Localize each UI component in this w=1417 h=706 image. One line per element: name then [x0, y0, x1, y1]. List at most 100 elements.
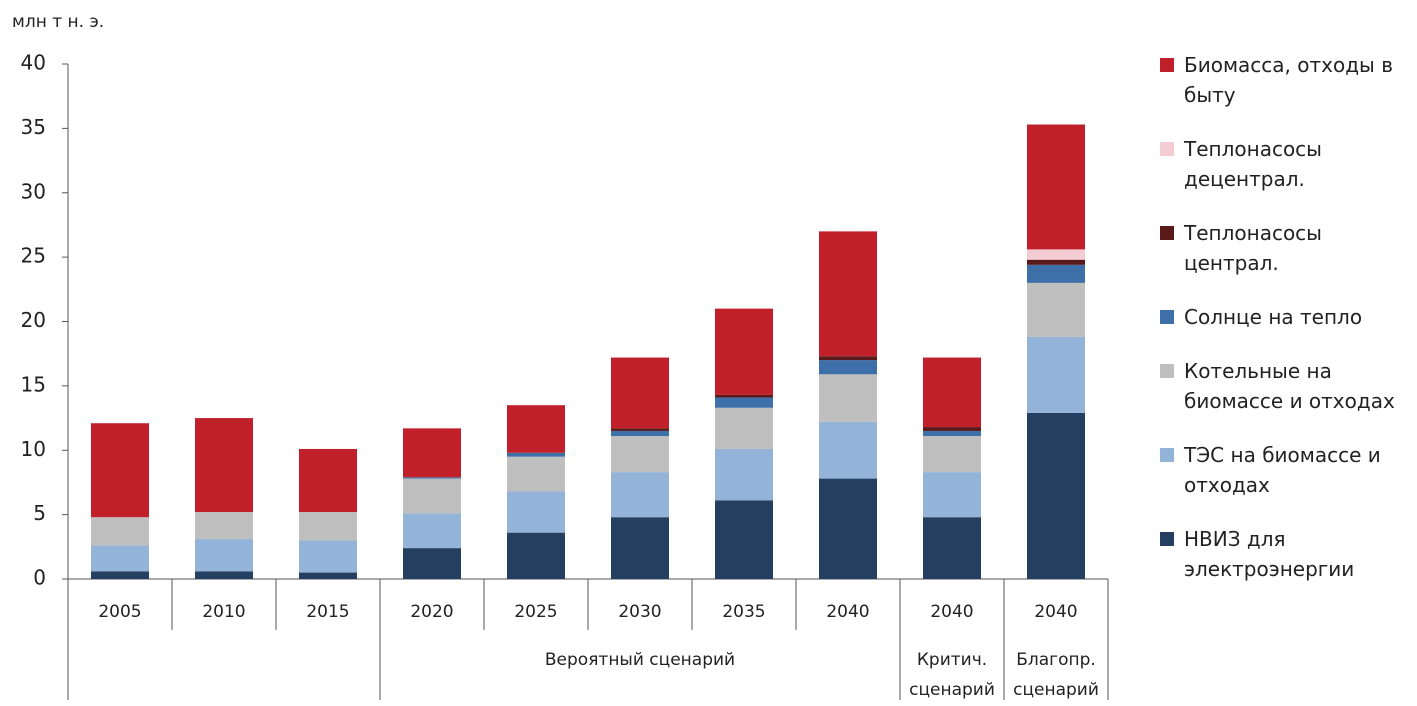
- bar-segment: [1027, 412, 1085, 579]
- bar-segment: [819, 421, 877, 479]
- y-tick-label: 40: [21, 51, 46, 75]
- legend-item: Теплонасосы децентрал.: [1160, 134, 1415, 194]
- bar-segment: [611, 357, 669, 429]
- bar-segment: [1027, 282, 1085, 337]
- bar-segment: [715, 448, 773, 501]
- x-tick-label: 2040: [826, 602, 869, 622]
- bar-segment: [1027, 249, 1085, 260]
- bar-segment: [195, 418, 253, 513]
- bar-segment: [403, 513, 461, 549]
- x-tick-label: 2040: [1034, 602, 1077, 622]
- legend-swatch: [1160, 310, 1174, 324]
- bar-segment: [611, 430, 669, 437]
- bar-segment: [715, 407, 773, 449]
- bar-segment: [91, 517, 149, 546]
- x-tick-label: 2040: [930, 602, 973, 622]
- legend-label: ТЭС на биомассе и отходах: [1184, 443, 1381, 497]
- legend-swatch: [1160, 532, 1174, 546]
- bar-segment: [715, 397, 773, 408]
- bar-segment: [403, 477, 461, 479]
- y-tick-label: 20: [21, 308, 46, 332]
- bar-segment: [611, 428, 669, 431]
- bar-segment: [819, 374, 877, 422]
- bar-segment: [923, 427, 981, 431]
- x-tick-label: 2010: [202, 602, 245, 622]
- bar-segment: [195, 539, 253, 572]
- bar-segment: [715, 394, 773, 398]
- bar-segment: [923, 430, 981, 437]
- bar-segment: [715, 308, 773, 395]
- bar-segment: [715, 500, 773, 579]
- bar-segment: [403, 428, 461, 478]
- bar-segment: [819, 356, 877, 361]
- bar-segment: [819, 360, 877, 375]
- legend-label: Котельные на биомассе и отходах: [1184, 359, 1395, 413]
- bar-segment: [507, 456, 565, 492]
- group-label: Благопр. сценарий: [1013, 650, 1099, 700]
- legend-swatch: [1160, 364, 1174, 378]
- bar-segment: [91, 423, 149, 518]
- legend-item: Солнце на тепло: [1160, 302, 1415, 332]
- bar-segment: [91, 571, 149, 579]
- bar-segment: [1027, 336, 1085, 413]
- legend-item: ТЭС на биомассе и отходах: [1160, 440, 1415, 500]
- group-label: Критич. сценарий: [909, 650, 995, 700]
- bar-segment: [195, 512, 253, 540]
- bar-segment: [819, 478, 877, 579]
- bar-segment: [299, 572, 357, 579]
- legend-item: Биомасса, отходы в быту: [1160, 50, 1415, 110]
- bar-segment: [923, 472, 981, 518]
- bar-segment: [403, 478, 461, 514]
- bar-segment: [299, 512, 357, 541]
- y-tick-label: 0: [33, 566, 46, 590]
- y-tick-label: 5: [33, 501, 46, 525]
- bar-segment: [1027, 264, 1085, 283]
- legend-label: Биомасса, отходы в быту: [1184, 53, 1393, 107]
- bar-segment: [923, 357, 981, 428]
- legend-swatch: [1160, 226, 1174, 240]
- legend-swatch: [1160, 142, 1174, 156]
- bar-segment: [299, 540, 357, 573]
- bar-segment: [403, 548, 461, 579]
- bar-segment: [611, 472, 669, 518]
- bar-segment: [1027, 124, 1085, 250]
- legend: Биомасса, отходы в быту Теплонасосы децен…: [1160, 50, 1415, 608]
- x-tick-label: 2020: [410, 602, 453, 622]
- x-tick-label: 2030: [618, 602, 661, 622]
- x-tick-label: 2035: [722, 602, 765, 622]
- legend-label: Теплонасосы децентрал.: [1184, 137, 1322, 191]
- bar-segment: [195, 571, 253, 579]
- bar-segment: [507, 491, 565, 533]
- bar-segment: [923, 436, 981, 473]
- bar-segment: [923, 517, 981, 579]
- y-tick-label: 15: [21, 372, 46, 396]
- x-tick-label: 2005: [98, 602, 141, 622]
- legend-label: НВИЗ для электроэнергии: [1184, 527, 1355, 581]
- legend-item: Котельные на биомассе и отходах: [1160, 356, 1415, 416]
- bar-segment: [507, 452, 565, 457]
- legend-item: Теплонасосы централ.: [1160, 218, 1415, 278]
- y-tick-label: 35: [21, 115, 46, 139]
- bar-segment: [299, 448, 357, 513]
- bar-segment: [611, 517, 669, 579]
- bar-segment: [611, 436, 669, 473]
- legend-label: Теплонасосы централ.: [1184, 221, 1322, 275]
- y-tick-label: 25: [21, 244, 46, 268]
- bar-segment: [507, 532, 565, 579]
- bar-segment: [1027, 259, 1085, 265]
- legend-swatch: [1160, 448, 1174, 462]
- bar-segment: [91, 545, 149, 572]
- legend-label: Солнце на тепло: [1184, 305, 1363, 329]
- bar-segment: [819, 231, 877, 357]
- legend-swatch: [1160, 58, 1174, 72]
- x-tick-label: 2015: [306, 602, 349, 622]
- y-tick-label: 30: [21, 179, 46, 203]
- bar-segment: [507, 405, 565, 453]
- x-tick-label: 2025: [514, 602, 557, 622]
- legend-item: НВИЗ для электроэнергии: [1160, 524, 1415, 584]
- group-label: Вероятный сценарий: [544, 650, 736, 670]
- y-tick-label: 10: [21, 437, 46, 461]
- y-axis-label: млн т н. э.: [12, 12, 104, 32]
